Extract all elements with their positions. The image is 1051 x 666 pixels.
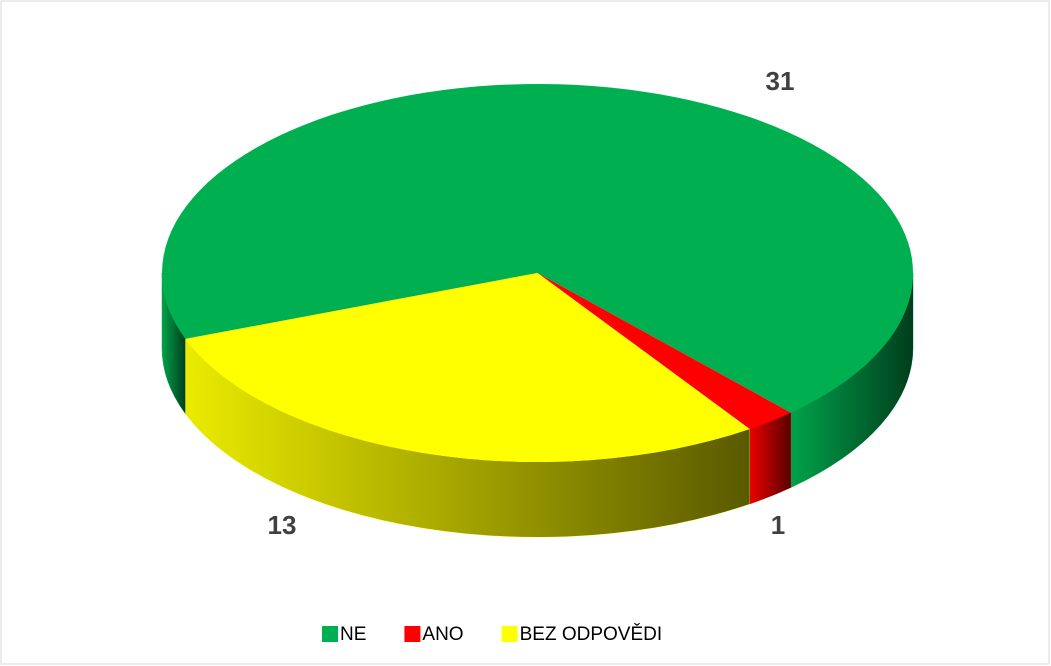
pie-walls [161,272,914,538]
pie-slice [185,273,750,462]
legend: NE ANO BEZ ODPOVĚDI [322,623,662,645]
data-labels: 31 1 13 [268,66,795,540]
data-label: 1 [771,510,785,540]
wall-shade [162,273,186,414]
wall-shade [185,338,750,537]
legend-label: BEZ ODPOVĚDI [520,623,663,645]
wall-shade [790,273,913,488]
legend-label: NE [340,624,366,645]
legend-swatch [501,626,518,642]
wall-shade [749,412,791,504]
data-label: 31 [766,66,795,96]
pie-slice [537,273,791,429]
pie-tops [162,84,913,462]
legend-swatch [322,626,338,642]
legend-label: ANO [422,624,463,645]
pie-slice [162,84,913,413]
legend-swatch [404,626,421,642]
data-label: 13 [268,510,297,540]
